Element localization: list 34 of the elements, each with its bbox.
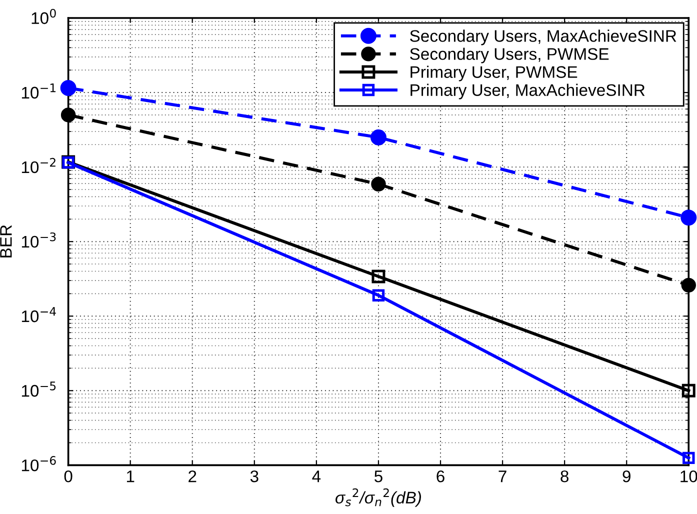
x-tick-label: 7 — [498, 470, 506, 482]
point — [682, 384, 696, 398]
point — [371, 176, 386, 192]
x-tick-label: 6 — [436, 470, 444, 482]
x-tick-label: 5 — [374, 470, 382, 482]
x-tick-label: 9 — [622, 470, 630, 482]
point — [372, 289, 385, 302]
y-tick-label: 10$^{−3}$ — [22, 232, 56, 248]
legend-label: Primary User, PWMSE — [410, 66, 578, 82]
y-tick-label: 10$^{−5}$ — [22, 382, 56, 397]
point — [60, 108, 76, 122]
point — [682, 452, 695, 464]
point — [680, 210, 697, 226]
point — [60, 80, 76, 96]
x-axis-title: σ$_{s}$$^{2}$/σ$_{n}$$^{2}$(dB) — [336, 488, 421, 507]
y-tick-label: 10$^{−4}$ — [22, 307, 56, 322]
point — [681, 278, 696, 293]
y-tick-label: 10$^{−6}$ — [22, 456, 56, 472]
y-tick-label: 10$^{−1}$ — [22, 84, 56, 99]
x-tick-label: 10 — [680, 470, 697, 482]
x-tick-label: 3 — [250, 470, 258, 482]
y-axis-title: BER — [0, 225, 12, 258]
y-tick-label: 10$^{−2}$ — [22, 158, 56, 174]
x-tick-label: 1 — [126, 470, 134, 482]
x-tick-label: 4 — [312, 470, 321, 482]
legend-label: Secondary Users, MaxAchieveSINR — [410, 30, 676, 46]
x-tick-label: 2 — [188, 470, 196, 482]
y-tick-label: 10$^{0}$ — [32, 8, 56, 24]
legend-label: Primary User, MaxAchieveSINR — [410, 84, 645, 100]
x-tick-label: 8 — [560, 470, 568, 482]
x-tick-label: 0 — [64, 470, 72, 482]
point — [370, 129, 386, 146]
legend-label: Secondary Users, PWMSE — [410, 48, 609, 64]
point — [372, 270, 386, 284]
